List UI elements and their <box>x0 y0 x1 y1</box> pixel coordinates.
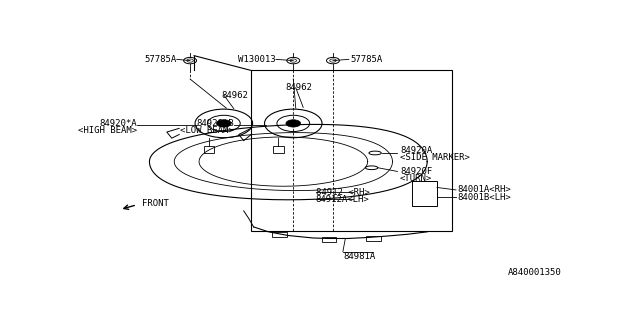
Text: 84962: 84962 <box>221 91 248 100</box>
Text: 84920*A: 84920*A <box>99 119 137 128</box>
Text: FRONT: FRONT <box>142 199 169 209</box>
Text: 84912A<LH>: 84912A<LH> <box>316 195 369 204</box>
Circle shape <box>216 120 231 127</box>
Text: 84920A: 84920A <box>400 146 432 155</box>
Text: <TURN>: <TURN> <box>400 174 432 183</box>
Bar <box>204 146 214 153</box>
Text: 84962: 84962 <box>286 83 313 92</box>
Text: 84981A: 84981A <box>343 252 375 261</box>
Bar <box>272 232 287 237</box>
Text: 84001B<LH>: 84001B<LH> <box>457 193 511 202</box>
Text: 84912 <RH>: 84912 <RH> <box>316 188 369 197</box>
Text: <HIGH BEAM>: <HIGH BEAM> <box>78 126 137 135</box>
Bar <box>321 237 337 242</box>
Text: A840001350: A840001350 <box>508 268 561 277</box>
Text: 84920*B: 84920*B <box>196 119 234 128</box>
Text: 84001A<RH>: 84001A<RH> <box>457 185 511 195</box>
Bar <box>366 236 381 241</box>
Text: W130013: W130013 <box>238 55 276 64</box>
Text: <SIDE MARKER>: <SIDE MARKER> <box>400 153 470 163</box>
Circle shape <box>286 120 301 127</box>
Text: 84920F: 84920F <box>400 167 432 176</box>
Text: 57785A: 57785A <box>350 55 383 64</box>
Text: <LOW BEAM>: <LOW BEAM> <box>180 126 234 135</box>
Text: 57785A: 57785A <box>145 55 177 64</box>
Bar <box>273 146 284 153</box>
